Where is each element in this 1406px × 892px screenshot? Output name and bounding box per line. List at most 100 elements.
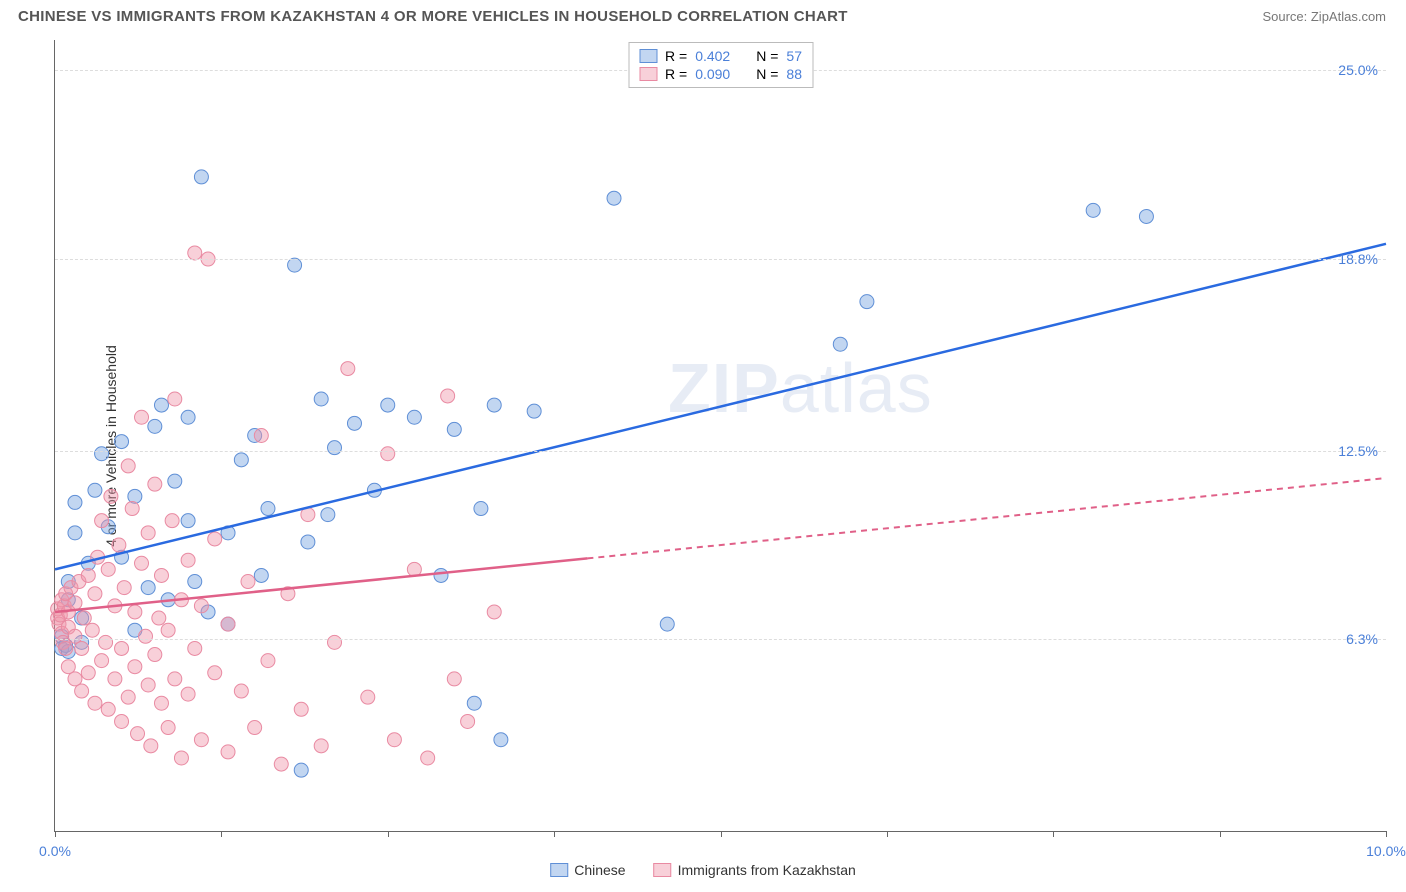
data-point <box>461 714 475 728</box>
legend-item-chinese: Chinese <box>550 862 625 878</box>
data-point <box>248 721 262 735</box>
data-point <box>101 702 115 716</box>
data-point <box>95 447 109 461</box>
data-point <box>148 648 162 662</box>
data-point <box>381 398 395 412</box>
data-point <box>68 526 82 540</box>
data-point <box>139 629 153 643</box>
data-point <box>294 763 308 777</box>
legend-row-kazakh: R = 0.090 N = 88 <box>639 65 802 83</box>
data-point <box>181 553 195 567</box>
data-point <box>194 733 208 747</box>
gridline <box>55 451 1386 452</box>
data-point <box>328 635 342 649</box>
data-point <box>254 568 268 582</box>
data-point <box>154 696 168 710</box>
data-point <box>434 568 448 582</box>
gridline <box>55 639 1386 640</box>
data-point <box>254 429 268 443</box>
data-point <box>75 684 89 698</box>
data-point <box>188 575 202 589</box>
data-point <box>115 714 129 728</box>
data-point <box>328 441 342 455</box>
data-point <box>85 623 99 637</box>
data-point <box>294 702 308 716</box>
data-point <box>104 489 118 503</box>
x-tick-label: 10.0% <box>1366 843 1406 859</box>
data-point <box>494 733 508 747</box>
data-point <box>135 410 149 424</box>
data-point <box>81 568 95 582</box>
data-point <box>361 690 375 704</box>
data-point <box>174 751 188 765</box>
data-point <box>115 641 129 655</box>
x-tick <box>887 831 888 837</box>
data-point <box>95 654 109 668</box>
data-point <box>115 435 129 449</box>
data-point <box>234 453 248 467</box>
swatch-chinese <box>639 49 657 63</box>
data-point <box>607 191 621 205</box>
x-tick <box>1220 831 1221 837</box>
x-tick <box>55 831 56 837</box>
swatch-kazakh <box>639 67 657 81</box>
x-tick <box>1386 831 1387 837</box>
data-point <box>860 295 874 309</box>
r-label: R = <box>665 48 687 64</box>
x-tick <box>1053 831 1054 837</box>
x-tick <box>221 831 222 837</box>
data-point <box>131 727 145 741</box>
data-point <box>487 398 501 412</box>
n-value-kazakh: 88 <box>786 66 802 82</box>
r-value-kazakh: 0.090 <box>695 66 730 82</box>
data-point <box>188 246 202 260</box>
y-tick-label: 25.0% <box>1338 62 1378 78</box>
data-point <box>314 739 328 753</box>
data-point <box>88 696 102 710</box>
data-point <box>447 672 461 686</box>
data-point <box>241 575 255 589</box>
n-value-chinese: 57 <box>786 48 802 64</box>
data-point <box>288 258 302 272</box>
legend-label-kazakh: Immigrants from Kazakhstan <box>678 862 856 878</box>
legend-row-chinese: R = 0.402 N = 57 <box>639 47 802 65</box>
data-point <box>117 581 131 595</box>
data-point <box>168 392 182 406</box>
data-point <box>660 617 674 631</box>
data-point <box>99 635 113 649</box>
x-tick <box>721 831 722 837</box>
chart-title: CHINESE VS IMMIGRANTS FROM KAZAKHSTAN 4 … <box>18 8 848 25</box>
data-point <box>467 696 481 710</box>
data-point <box>441 389 455 403</box>
data-point <box>128 605 142 619</box>
data-point <box>387 733 401 747</box>
trend-line <box>55 244 1386 570</box>
data-point <box>347 416 361 430</box>
data-point <box>128 489 142 503</box>
data-point <box>88 587 102 601</box>
data-point <box>144 739 158 753</box>
data-point <box>341 362 355 376</box>
data-point <box>148 477 162 491</box>
legend-label-chinese: Chinese <box>574 862 625 878</box>
r-value-chinese: 0.402 <box>695 48 730 64</box>
data-point <box>194 599 208 613</box>
x-tick <box>554 831 555 837</box>
data-point <box>274 757 288 771</box>
y-tick-label: 12.5% <box>1338 443 1378 459</box>
data-point <box>141 581 155 595</box>
y-tick-label: 18.8% <box>1338 251 1378 267</box>
scatter-svg <box>55 40 1386 831</box>
data-point <box>128 660 142 674</box>
data-point <box>88 483 102 497</box>
data-point <box>161 623 175 637</box>
data-point <box>161 721 175 735</box>
correlation-legend: R = 0.402 N = 57 R = 0.090 N = 88 <box>628 42 813 88</box>
data-point <box>527 404 541 418</box>
n-label-2: N = <box>756 66 778 82</box>
data-point <box>108 672 122 686</box>
data-point <box>181 687 195 701</box>
data-point <box>112 538 126 552</box>
data-point <box>381 447 395 461</box>
data-point <box>135 556 149 570</box>
